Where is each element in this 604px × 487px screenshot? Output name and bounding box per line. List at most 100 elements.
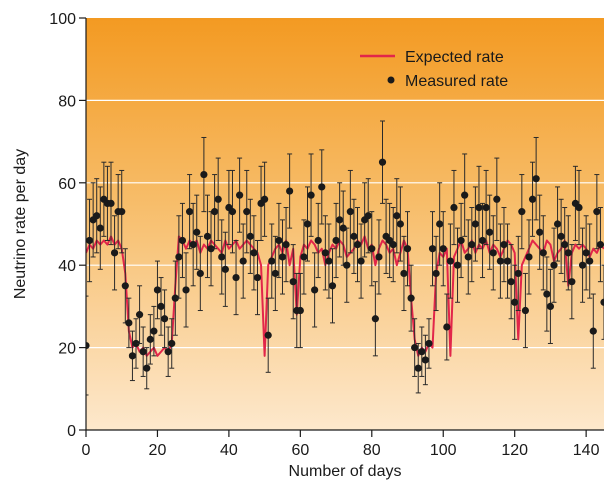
data-point-38: [218, 219, 226, 295]
measured-point: [439, 245, 447, 253]
measured-point: [496, 257, 504, 265]
measured-point: [121, 282, 129, 290]
measured-point: [539, 249, 547, 257]
measured-point: [325, 257, 333, 265]
measured-point: [268, 257, 276, 265]
measured-point: [271, 269, 279, 278]
measured-point: [311, 286, 319, 294]
measured-point: [521, 306, 530, 315]
data-point-145: [600, 264, 604, 340]
data-point-43: [236, 157, 244, 233]
data-point-124: [525, 219, 533, 295]
measured-point: [160, 315, 169, 323]
data-point-113: [486, 194, 494, 270]
data-point-52: [268, 223, 276, 299]
x-tick-label-40: 40: [220, 442, 238, 459]
data-point-46: [246, 198, 254, 274]
data-point-7: [107, 161, 115, 246]
measured-point: [139, 348, 147, 356]
data-point-3: [93, 178, 101, 254]
measured-point: [193, 228, 201, 236]
data-point-26: [175, 215, 183, 299]
data-point-17: [143, 347, 151, 390]
data-point-67: [321, 215, 329, 291]
measured-point: [182, 286, 190, 294]
data-point-118: [503, 223, 512, 299]
data-point-86: [389, 207, 397, 283]
measured-point: [246, 232, 254, 240]
measured-point: [525, 253, 533, 261]
measured-point: [143, 364, 151, 372]
measured-point: [414, 364, 422, 372]
measured-point: [135, 311, 144, 319]
measured-point: [278, 253, 287, 261]
legend: Expected rate Measured rate: [360, 49, 508, 90]
data-point-71: [336, 182, 344, 258]
data-point-142: [589, 293, 597, 369]
data-point-139: [578, 227, 587, 303]
data-point-90: [403, 211, 412, 287]
data-point-98: [432, 235, 440, 312]
measured-point: [393, 212, 401, 220]
data-point-80: [368, 211, 376, 287]
data-point-125: [528, 161, 537, 237]
data-point-131: [550, 227, 558, 303]
measured-point: [368, 245, 376, 253]
data-point-133: [557, 198, 565, 274]
x-tick-label-0: 0: [82, 442, 91, 459]
measured-point: [168, 339, 176, 348]
data-point-116: [496, 223, 504, 299]
data-point-33: [200, 136, 208, 213]
data-point-64: [311, 252, 319, 328]
data-point-25: [171, 260, 179, 336]
measured-point: [243, 208, 251, 216]
measured-point: [175, 253, 183, 261]
data-point-4: [96, 186, 104, 270]
measured-point: [328, 282, 337, 290]
measured-point: [86, 236, 94, 245]
data-point-39: [221, 231, 229, 307]
data-point-54: [275, 202, 283, 279]
measured-point: [561, 241, 569, 249]
measured-point: [514, 269, 522, 278]
data-point-31: [193, 194, 201, 270]
measured-point: [228, 208, 237, 216]
measured-point: [289, 278, 297, 286]
measured-point: [600, 298, 604, 306]
data-point-106: [461, 153, 469, 237]
grid-lines: [86, 99, 604, 349]
y-tick-label-100: 100: [49, 11, 76, 28]
data-point-13: [128, 330, 137, 382]
data-point-130: [546, 268, 555, 344]
data-point-41: [228, 169, 237, 254]
data-point-123: [521, 272, 530, 349]
x-tick-label-80: 80: [363, 442, 381, 459]
data-point-119: [507, 244, 515, 320]
measured-point: [532, 175, 540, 183]
data-point-12: [125, 297, 133, 349]
measured-point: [568, 278, 576, 286]
measured-point: [203, 232, 212, 240]
measured-point: [232, 273, 240, 282]
legend-measured-marker: [387, 76, 395, 84]
data-point-34: [203, 194, 212, 279]
measured-point: [557, 232, 565, 240]
measured-point: [378, 158, 387, 166]
legend-expected-label: Expected rate: [405, 49, 504, 66]
data-point-83: [378, 120, 387, 204]
data-point-115: [493, 157, 501, 241]
measured-point: [150, 327, 158, 335]
data-point-88: [396, 186, 404, 262]
data-point-77: [357, 223, 365, 299]
measured-point: [450, 203, 458, 212]
measured-point: [236, 191, 244, 199]
measured-point: [421, 356, 429, 364]
y-tick-label-40: 40: [58, 258, 76, 275]
measured-point: [303, 220, 312, 228]
measured-point: [432, 269, 440, 278]
measured-point: [253, 273, 262, 282]
data-point-28: [182, 252, 190, 328]
measured-point: [411, 344, 419, 352]
measured-point: [300, 253, 308, 261]
measured-point: [286, 187, 294, 195]
